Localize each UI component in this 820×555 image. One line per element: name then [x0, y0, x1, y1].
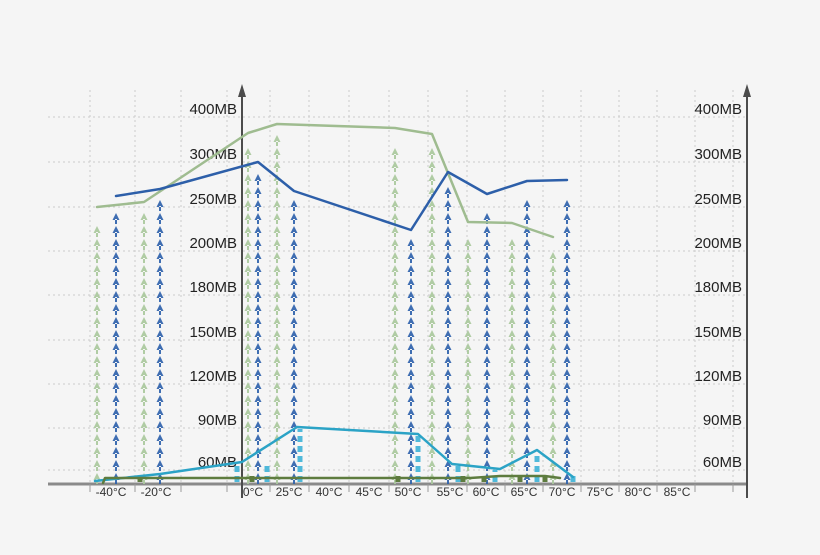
y-axis-labels-left: 60MB90MB120MB150MB180MB200MB250MB300MB40…	[189, 101, 237, 471]
svg-text:150MB: 150MB	[189, 324, 237, 341]
svg-text:50°C: 50°C	[395, 485, 422, 499]
axis-arrow-up-icon	[743, 84, 751, 97]
svg-text:180MB: 180MB	[694, 279, 742, 296]
y-axis-labels-right: 60MB 90MB 120MB 150MB 180MB 200MB 250MB 300MB 40…	[694, 101, 742, 471]
svg-text:55°C: 55°C	[437, 485, 464, 499]
right-axis	[743, 84, 751, 498]
x-axis-labels: -40°C -20°C 0°C 25°C 40°C 45°C 50°C 55°C 60°C 65°…	[96, 485, 691, 499]
svg-text:120MB: 120MB	[694, 368, 742, 385]
series-dark-blue-arrow-columns	[112, 174, 571, 484]
svg-text:60°C: 60°C	[473, 485, 500, 499]
series-olive-line	[101, 474, 562, 485]
series-light-green-arrow-columns	[93, 135, 557, 484]
svg-text:-40°C: -40°C	[96, 485, 127, 499]
svg-text:150MB: 150MB	[694, 324, 742, 341]
svg-text:120MB: 120MB	[189, 368, 237, 385]
series-teal-line	[93, 425, 575, 483]
svg-text:0°C: 0°C	[243, 485, 263, 499]
svg-text:180MB: 180MB	[189, 279, 237, 296]
axis-arrow-up-icon	[238, 84, 246, 97]
svg-text:85°C: 85°C	[664, 485, 691, 499]
svg-text:-20°C: -20°C	[141, 485, 172, 499]
left-axis	[238, 84, 246, 498]
grid-vertical-lines	[89, 90, 734, 484]
svg-text:400MB: 400MB	[189, 101, 237, 118]
svg-text:250MB: 250MB	[189, 191, 237, 208]
svg-text:300MB: 300MB	[189, 146, 237, 163]
svg-text:75°C: 75°C	[587, 485, 614, 499]
svg-text:45°C: 45°C	[356, 485, 383, 499]
svg-text:400MB: 400MB	[694, 101, 742, 118]
svg-text:90MB: 90MB	[198, 412, 237, 429]
svg-text:250MB: 250MB	[694, 191, 742, 208]
x-axis-ticks	[89, 484, 734, 492]
svg-text:65°C: 65°C	[511, 485, 538, 499]
svg-text:200MB: 200MB	[189, 235, 237, 252]
svg-text:60MB: 60MB	[703, 454, 742, 471]
series-light-green-line	[95, 122, 555, 239]
svg-text:200MB: 200MB	[694, 235, 742, 252]
svg-text:70°C: 70°C	[549, 485, 576, 499]
svg-text:80°C: 80°C	[625, 485, 652, 499]
svg-text:90MB: 90MB	[703, 412, 742, 429]
svg-text:40°C: 40°C	[316, 485, 343, 499]
series-dark-blue-line	[114, 160, 569, 232]
svg-text:300MB: 300MB	[694, 146, 742, 163]
svg-text:25°C: 25°C	[276, 485, 303, 499]
